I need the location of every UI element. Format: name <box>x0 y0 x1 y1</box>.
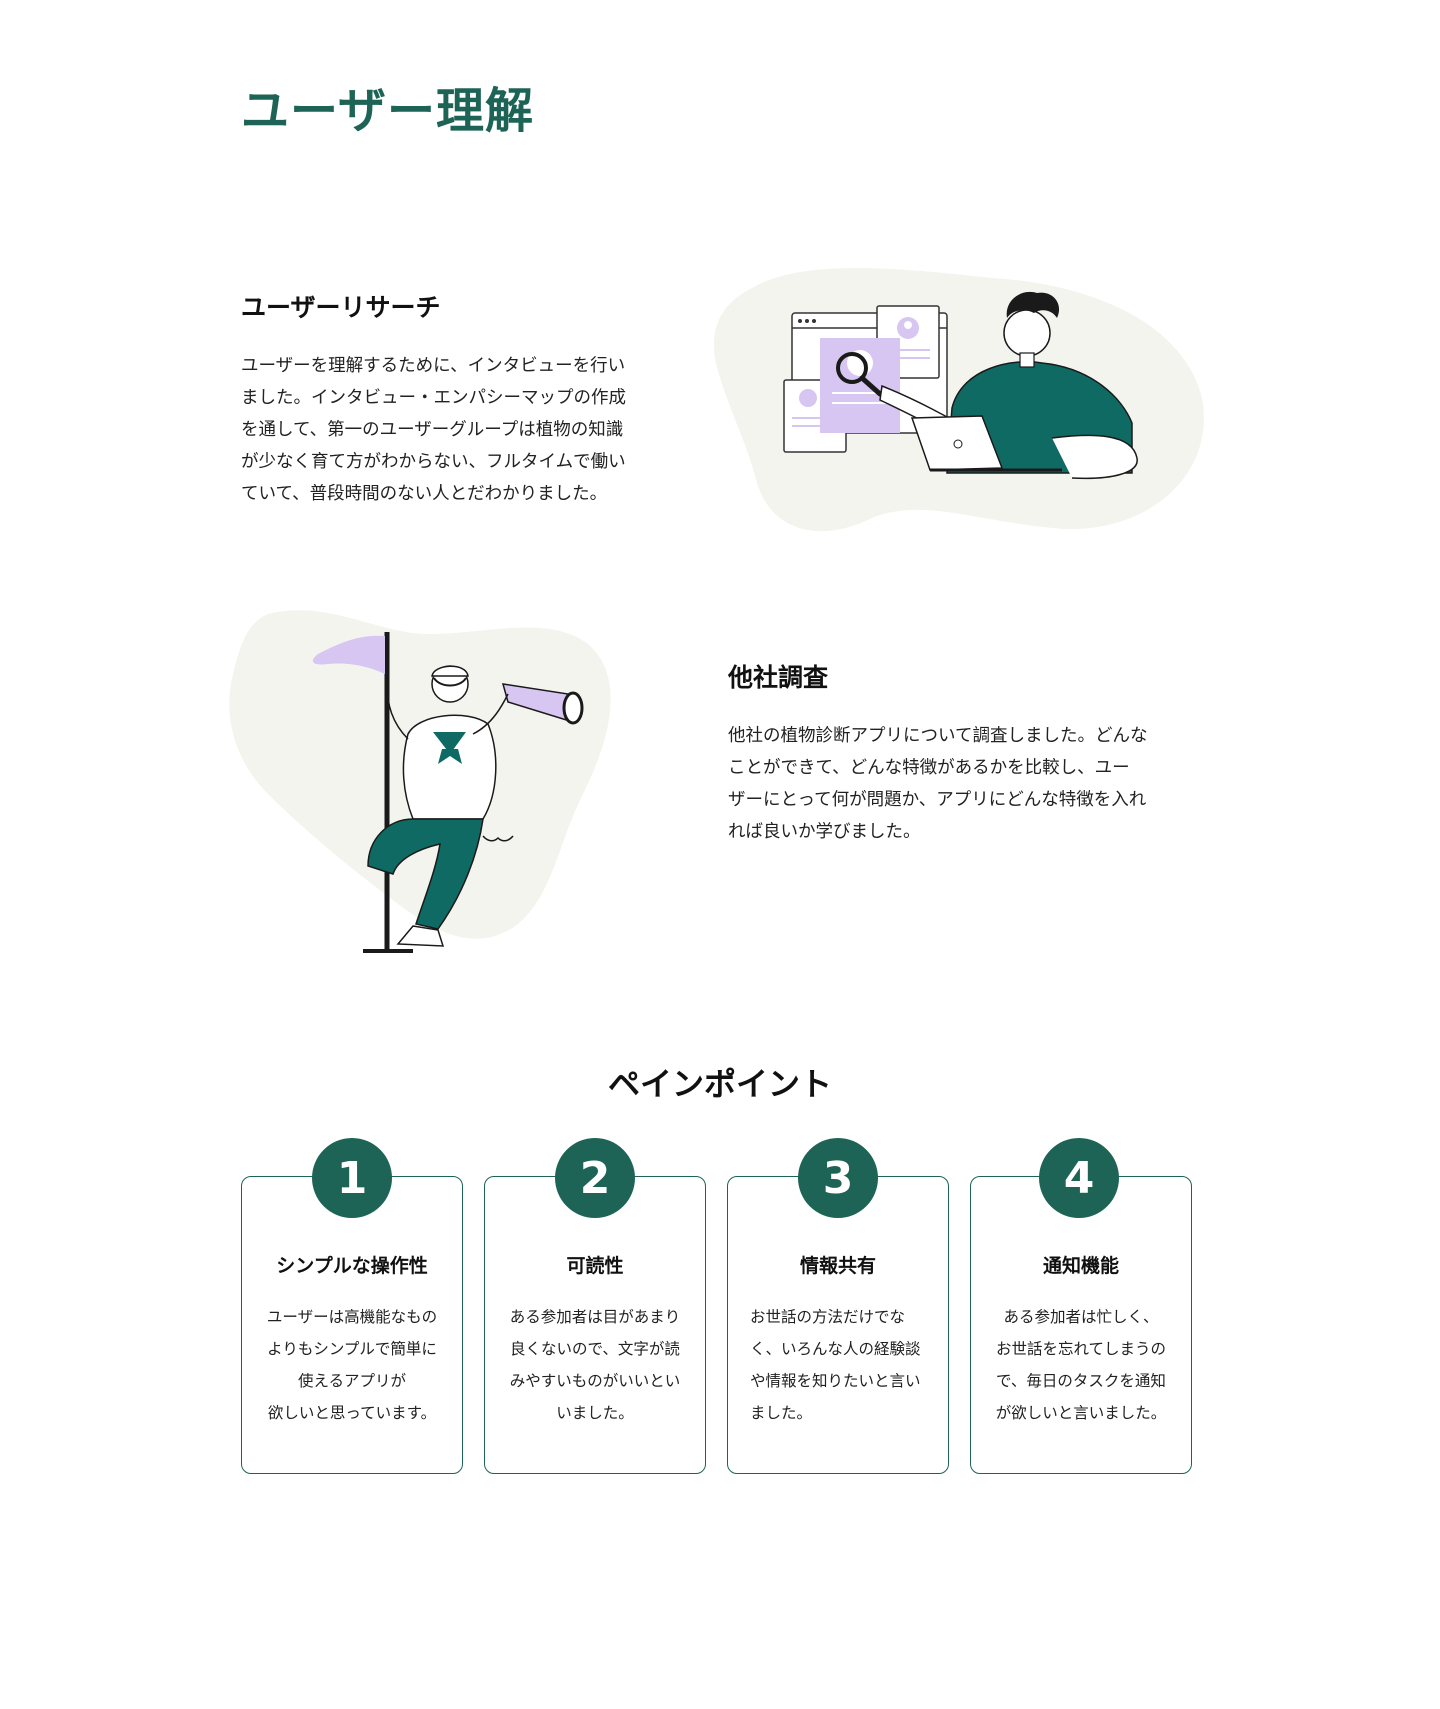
highlighted-profile-icon <box>820 338 900 433</box>
painpoint-card-title: 可読性 <box>566 1255 624 1277</box>
magnifier-icon <box>836 352 883 397</box>
flag-icon <box>312 635 385 674</box>
competitor-research-body: 他社の植物診断アプリについて調査しました。どんな ことができて、どんな特徴がある… <box>728 726 1148 842</box>
painpoint-card-body: お世話の方法だけでな く、いろんな人の経験談 や情報を知りたいと言い ました。 <box>750 1308 921 1422</box>
painpoint-number-badge: 1 <box>312 1138 392 1218</box>
painpoint-card-3: 情報共有 お世話の方法だけでな く、いろんな人の経験談 や情報を知りたいと言い … <box>727 1176 949 1474</box>
painpoint-card-body: ユーザーは高機能なもの よりもシンプルで簡単に 使えるアプリが 欲しいと思ってい… <box>266 1308 438 1422</box>
painpoint-card-4: 通知機能 ある参加者は忙しく、 お世話を忘れてしまうの で、毎日のタスクを通知 … <box>970 1176 1192 1474</box>
painpoint-card-2: 可読性 ある参加者は目があまり 良くないので、文字が読 みやすいものがいいとい … <box>484 1176 706 1474</box>
user-research-illustration <box>713 268 1204 532</box>
painpoint-card-1: シンプルな操作性 ユーザーは高機能なもの よりもシンプルで簡単に 使えるアプリが… <box>241 1176 463 1474</box>
painpoint-number-badge: 2 <box>555 1138 635 1218</box>
painpoint-number-badge: 4 <box>1039 1138 1119 1218</box>
competitor-research-title: 他社調査 <box>728 663 829 692</box>
painpoints-title: ペインポイント <box>607 1065 832 1103</box>
user-research-body: ユーザーを理解するために、インタビューを行い ました。インタビュー・エンパシーマ… <box>241 356 626 504</box>
bird-icon <box>482 835 514 842</box>
page-title: ユーザー理解 <box>241 83 535 139</box>
painpoint-card-body: ある参加者は忙しく、 お世話を忘れてしまうの で、毎日のタスクを通知 が欲しいと… <box>995 1308 1167 1422</box>
sailor-figure <box>367 665 509 947</box>
painpoint-number-badge: 3 <box>798 1138 878 1218</box>
laptop-icon <box>910 415 1062 472</box>
painpoint-card-title: 情報共有 <box>799 1255 876 1277</box>
competitor-research-illustration <box>229 610 611 953</box>
painpoint-card-title: 通知機能 <box>1042 1255 1119 1277</box>
painpoint-card-body: ある参加者は目があまり 良くないので、文字が読 みやすいものがいいとい いました… <box>509 1308 681 1422</box>
painpoint-card-title: シンプルな操作性 <box>276 1255 428 1277</box>
user-research-title: ユーザーリサーチ <box>241 293 441 322</box>
